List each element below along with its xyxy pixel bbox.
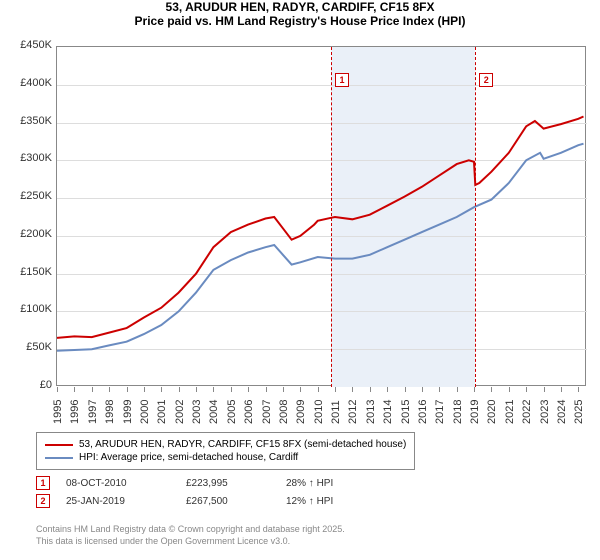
x-tick-label: 2003 (191, 400, 203, 424)
legend: 53, ARUDUR HEN, RADYR, CARDIFF, CF15 8FX… (36, 432, 415, 470)
y-tick-label: £300K (2, 152, 52, 164)
x-tick-label: 2025 (573, 400, 585, 424)
x-tick-label: 2013 (365, 400, 377, 424)
x-tick-label: 2019 (469, 400, 481, 424)
title-line-1: 53, ARUDUR HEN, RADYR, CARDIFF, CF15 8FX (0, 0, 600, 14)
x-tick-label: 2012 (347, 400, 359, 424)
legend-item: 53, ARUDUR HEN, RADYR, CARDIFF, CF15 8FX… (45, 439, 406, 450)
x-tick-label: 1996 (69, 400, 81, 424)
y-tick-label: £150K (2, 266, 52, 278)
x-tick-label: 2017 (434, 400, 446, 424)
x-tick-label: 2008 (278, 400, 290, 424)
series-price_paid (57, 117, 584, 338)
event-date: 25-JAN-2019 (66, 496, 186, 507)
footer-line-2: This data is licensed under the Open Gov… (36, 536, 345, 548)
x-tick-label: 2006 (243, 400, 255, 424)
x-tick-label: 2015 (400, 400, 412, 424)
x-tick-label: 2020 (486, 400, 498, 424)
x-tick-label: 2010 (313, 400, 325, 424)
chart-lines (57, 47, 587, 387)
x-tick-label: 2024 (556, 400, 568, 424)
y-tick-label: £350K (2, 115, 52, 127)
legend-label: 53, ARUDUR HEN, RADYR, CARDIFF, CF15 8FX… (79, 439, 406, 450)
footer-attribution: Contains HM Land Registry data © Crown c… (36, 524, 345, 547)
x-tick-label: 1997 (87, 400, 99, 424)
y-tick-label: £400K (2, 77, 52, 89)
x-tick-label: 2007 (261, 400, 273, 424)
x-tick-label: 2018 (452, 400, 464, 424)
legend-swatch (45, 457, 73, 459)
x-tick-label: 2022 (521, 400, 533, 424)
x-tick-label: 2016 (417, 400, 429, 424)
legend-label: HPI: Average price, semi-detached house,… (79, 452, 298, 463)
event-date: 08-OCT-2010 (66, 478, 186, 489)
series-hpi (57, 144, 584, 351)
event-price: £223,995 (186, 478, 286, 489)
event-badge: 1 (36, 476, 50, 490)
x-tick-label: 2014 (382, 400, 394, 424)
plot-area: 12 (56, 46, 586, 386)
event-diff: 28% ↑ HPI (286, 478, 333, 489)
legend-swatch (45, 444, 73, 446)
y-tick-label: £250K (2, 190, 52, 202)
y-tick-label: £100K (2, 303, 52, 315)
x-tick-label: 1998 (104, 400, 116, 424)
footer-line-1: Contains HM Land Registry data © Crown c… (36, 524, 345, 536)
x-tick-label: 2011 (330, 400, 342, 424)
legend-item: HPI: Average price, semi-detached house,… (45, 452, 406, 463)
marker-badge: 1 (335, 73, 349, 87)
x-tick-label: 2009 (295, 400, 307, 424)
event-diff: 12% ↑ HPI (286, 496, 333, 507)
event-badge: 2 (36, 494, 50, 508)
x-tick-label: 2000 (139, 400, 151, 424)
marker-badge: 2 (479, 73, 493, 87)
title-line-2: Price paid vs. HM Land Registry's House … (0, 14, 600, 28)
x-tick-label: 2001 (156, 400, 168, 424)
x-tick-label: 2021 (504, 400, 516, 424)
y-tick-label: £200K (2, 228, 52, 240)
x-tick-label: 2004 (208, 400, 220, 424)
event-row: 2 25-JAN-2019 £267,500 12% ↑ HPI (36, 494, 333, 508)
y-tick-label: £0 (2, 379, 52, 391)
y-tick-label: £450K (2, 39, 52, 51)
event-row: 1 08-OCT-2010 £223,995 28% ↑ HPI (36, 476, 333, 490)
x-tick-label: 2005 (226, 400, 238, 424)
y-tick-label: £50K (2, 341, 52, 353)
x-tick-label: 1999 (122, 400, 134, 424)
chart-plot: 12 (56, 46, 586, 386)
x-tick-label: 2002 (174, 400, 186, 424)
events-table: 1 08-OCT-2010 £223,995 28% ↑ HPI 2 25-JA… (36, 476, 333, 512)
x-tick-label: 1995 (52, 400, 64, 424)
x-tick-label: 2023 (539, 400, 551, 424)
event-price: £267,500 (186, 496, 286, 507)
